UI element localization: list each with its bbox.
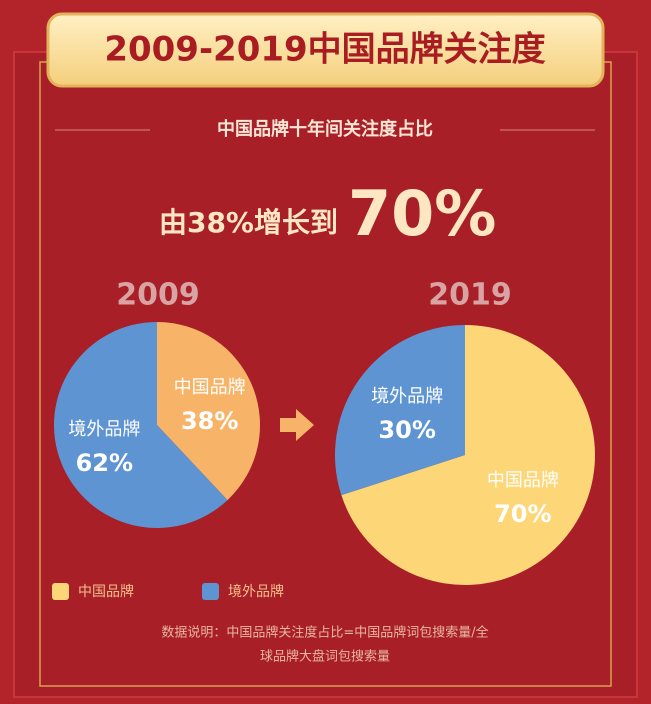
slice-label: 中国品牌 [174, 377, 246, 398]
legend-label: 中国品牌 [78, 583, 134, 600]
pie-slice [53, 322, 228, 528]
pie-slice [157, 322, 260, 501]
slice-value: 62% [76, 449, 133, 477]
slice-label: 境外品牌 [371, 386, 443, 407]
arrow [280, 409, 314, 441]
subtitle: 中国品牌十年间关注度占比 [217, 118, 433, 140]
slice-label: 境外品牌 [68, 419, 140, 440]
pie-title: 2019 [428, 278, 512, 313]
pie-title: 2009 [116, 278, 200, 313]
headline: 由38%增长到 [159, 206, 338, 239]
note: 数据说明：中国品牌关注度占比=中国品牌词包搜索量/全 [161, 625, 488, 641]
pie-slice [334, 325, 465, 496]
pie-slice [341, 325, 595, 585]
slice-value: 38% [181, 407, 238, 435]
headline-highlight: 70% [348, 177, 496, 250]
legend-swatch [202, 583, 219, 600]
title: 2009-2019中国品牌关注度 [104, 30, 545, 70]
title-banner [46, 12, 605, 88]
legend-swatch [52, 583, 69, 600]
legend-label: 境外品牌 [228, 583, 284, 600]
slice-label: 中国品牌 [487, 470, 559, 491]
slice-value: 30% [378, 416, 435, 444]
note: 球品牌大盘词包搜索量 [260, 649, 390, 665]
slice-value: 70% [494, 500, 551, 528]
